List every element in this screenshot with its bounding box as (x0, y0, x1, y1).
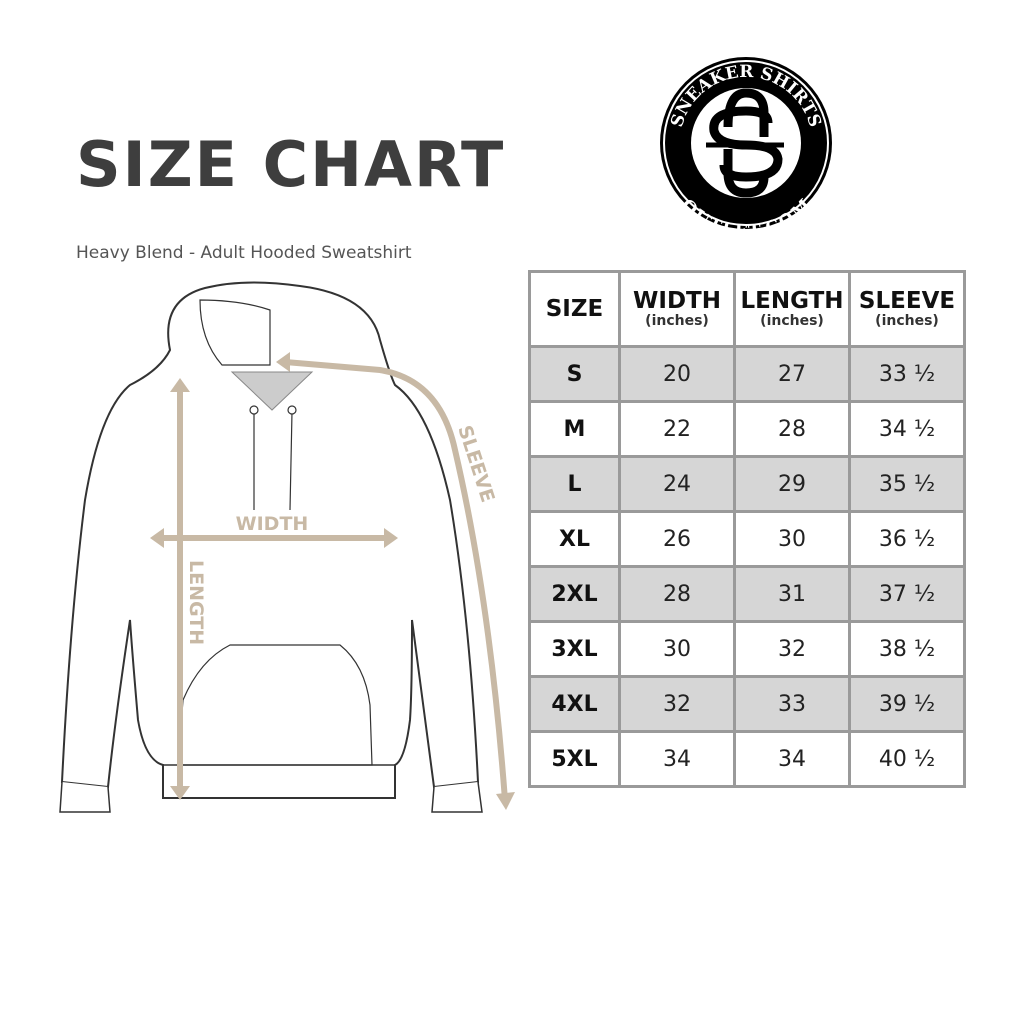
cell-size: 4XL (528, 675, 621, 733)
cell-length: 33 (733, 675, 851, 733)
cell-sleeve: 40 ½ (848, 730, 966, 788)
cell-width: 28 (618, 565, 736, 623)
monogram-icon (706, 88, 784, 198)
cell-size: 3XL (528, 620, 621, 678)
hoodie-diagram: WIDTH LENGTH SLEEVE (59, 281, 515, 813)
cell-width: 32 (618, 675, 736, 733)
table-row: 4XL 32 33 39 ½ (528, 675, 966, 733)
hood-inner (199, 299, 271, 366)
pocket (177, 644, 373, 766)
table-row: S 20 27 33 ½ (528, 345, 966, 403)
cell-sleeve: 33 ½ (848, 345, 966, 403)
cell-sleeve: 35 ½ (848, 455, 966, 513)
cell-size: L (528, 455, 621, 513)
cell-width: 34 (618, 730, 736, 788)
table-row: L 24 29 35 ½ (528, 455, 966, 513)
page-title: SIZE CHART (76, 128, 506, 201)
cell-size: S (528, 345, 621, 403)
cell-width: 26 (618, 510, 736, 568)
cell-width: 20 (618, 345, 736, 403)
header-width: WIDTH (inches) (618, 270, 736, 348)
cell-sleeve: 37 ½ (848, 565, 966, 623)
cell-width: 24 (618, 455, 736, 513)
cell-length: 34 (733, 730, 851, 788)
table-row: XL 26 30 36 ½ (528, 510, 966, 568)
product-subtitle: Heavy Blend - Adult Hooded Sweatshirt (76, 243, 412, 263)
cell-sleeve: 39 ½ (848, 675, 966, 733)
cell-length: 28 (733, 400, 851, 458)
table-row: 2XL 28 31 37 ½ (528, 565, 966, 623)
cell-size: 5XL (528, 730, 621, 788)
table-row: 5XL 34 34 40 ½ (528, 730, 966, 788)
length-label: LENGTH (185, 560, 207, 645)
cell-sleeve: 34 ½ (848, 400, 966, 458)
size-table: SIZE WIDTH (inches) LENGTH (inches) SLEEVE… (528, 270, 966, 788)
cell-length: 30 (733, 510, 851, 568)
cell-length: 27 (733, 345, 851, 403)
cell-size: XL (528, 510, 621, 568)
width-label: WIDTH (236, 513, 309, 535)
cell-width: 30 (618, 620, 736, 678)
table-row: 3XL 30 32 38 ½ (528, 620, 966, 678)
cell-width: 22 (618, 400, 736, 458)
cell-length: 29 (733, 455, 851, 513)
measurement-arrows (150, 352, 515, 810)
cell-length: 31 (733, 565, 851, 623)
cell-size: M (528, 400, 621, 458)
table-header-row: SIZE WIDTH (inches) LENGTH (inches) SLEEVE… (528, 270, 966, 348)
cell-length: 32 (733, 620, 851, 678)
header-length: LENGTH (inches) (733, 270, 851, 348)
header-size: SIZE (528, 270, 621, 348)
cell-sleeve: 38 ½ (848, 620, 966, 678)
cell-size: 2XL (528, 565, 621, 623)
table-row: M 22 28 34 ½ (528, 400, 966, 458)
cell-sleeve: 36 ½ (848, 510, 966, 568)
brand-logo: SNEAKER SHIRTS OUTLET.COM (660, 57, 832, 233)
header-sleeve: SLEEVE (inches) (848, 270, 966, 348)
